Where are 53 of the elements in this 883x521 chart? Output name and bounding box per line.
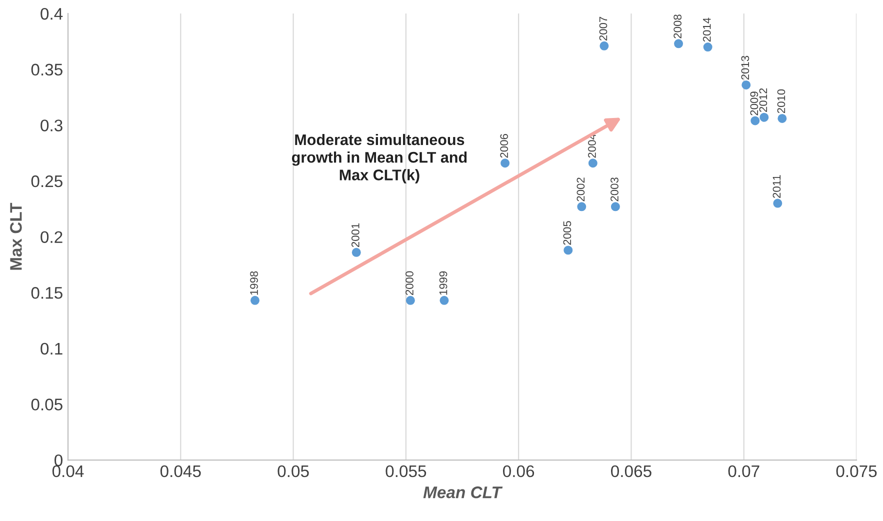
text: 2008: [674, 14, 682, 38]
y-tick-label: 0.4: [40, 8, 63, 20]
text: 2002: [576, 178, 585, 202]
point: [703, 42, 712, 52]
y-tick-label: 0.3: [40, 120, 62, 132]
point: [742, 80, 751, 90]
y-tick-label: 0.05: [31, 398, 62, 410]
text: 2009: [750, 92, 758, 116]
point: [674, 39, 684, 48]
x-tick-label: 0.075: [836, 465, 877, 478]
text: 2010: [777, 89, 786, 114]
text: 2003: [610, 178, 618, 202]
text: 2001: [351, 223, 360, 247]
annotation: Moderate simultaneous growth in Mean CLT and Max CLT(k): [292, 134, 467, 184]
y-axis-title: Max CLT: [10, 202, 22, 270]
text: 2014: [702, 18, 711, 42]
text: 2013: [741, 56, 750, 80]
point: [610, 202, 620, 212]
point: [760, 112, 769, 122]
text: 1998: [250, 271, 258, 295]
text: 2000: [406, 271, 414, 295]
point: [773, 198, 782, 208]
text: 2007: [599, 16, 608, 40]
point: [750, 116, 760, 126]
y-tick-label: 0: [54, 454, 62, 466]
point: [406, 296, 415, 305]
text: 2011: [772, 175, 781, 198]
point: [352, 248, 361, 257]
x-tick-label: 0.07: [728, 465, 760, 478]
point: [500, 158, 510, 168]
point: [600, 41, 609, 50]
text: 2012: [759, 88, 768, 112]
point: [588, 158, 598, 168]
y-tick-label: 0.15: [31, 287, 62, 299]
text: 1999: [439, 271, 448, 295]
text: 2005: [563, 221, 572, 245]
y-tick-label: 0.25: [31, 175, 62, 188]
point: [250, 296, 260, 305]
x-tick-label: 0.055: [386, 465, 426, 478]
x-tick-label: 0.04: [52, 465, 84, 478]
point: [564, 246, 573, 255]
x-tick-label: 0.065: [611, 465, 652, 478]
y-tick-label: 0.35: [31, 64, 62, 76]
y-tick-label: 0.1: [40, 342, 62, 355]
x-axis-title: Mean CLT: [423, 486, 503, 498]
x-tick-label: 0.05: [278, 465, 309, 478]
y-tick-label: 0.2: [40, 231, 62, 243]
point: [440, 296, 449, 305]
x-tick-label: 0.045: [160, 465, 201, 478]
x-tick-label: 0.06: [503, 465, 534, 478]
point: [778, 114, 787, 123]
point: [577, 202, 586, 212]
text: 2006: [500, 134, 508, 158]
